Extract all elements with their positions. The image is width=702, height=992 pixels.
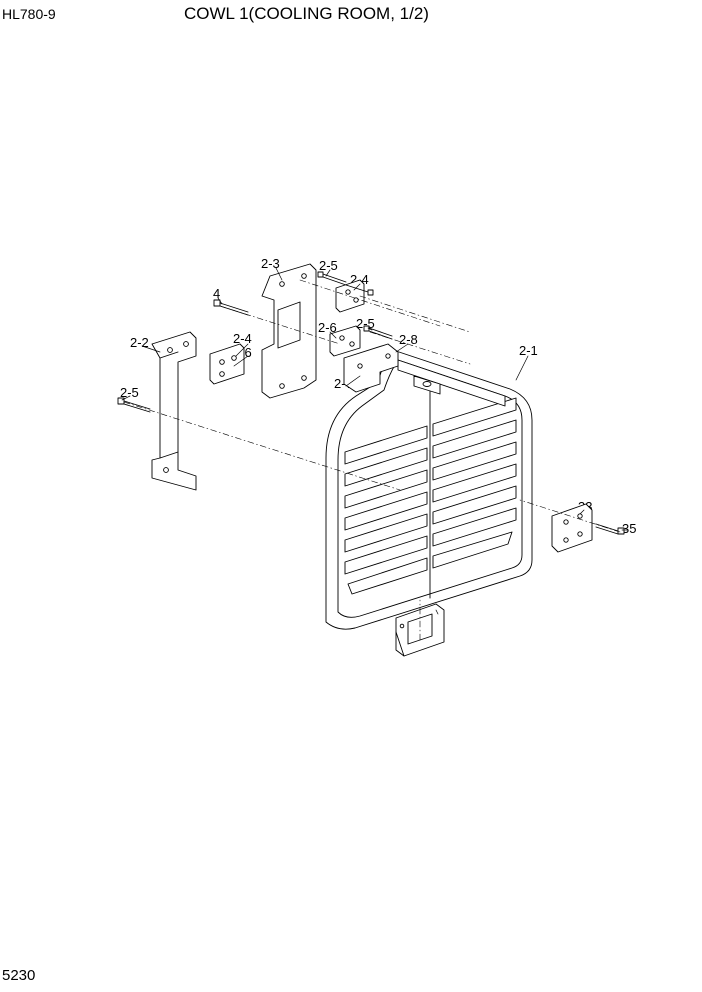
exploded-diagram	[0, 0, 702, 992]
